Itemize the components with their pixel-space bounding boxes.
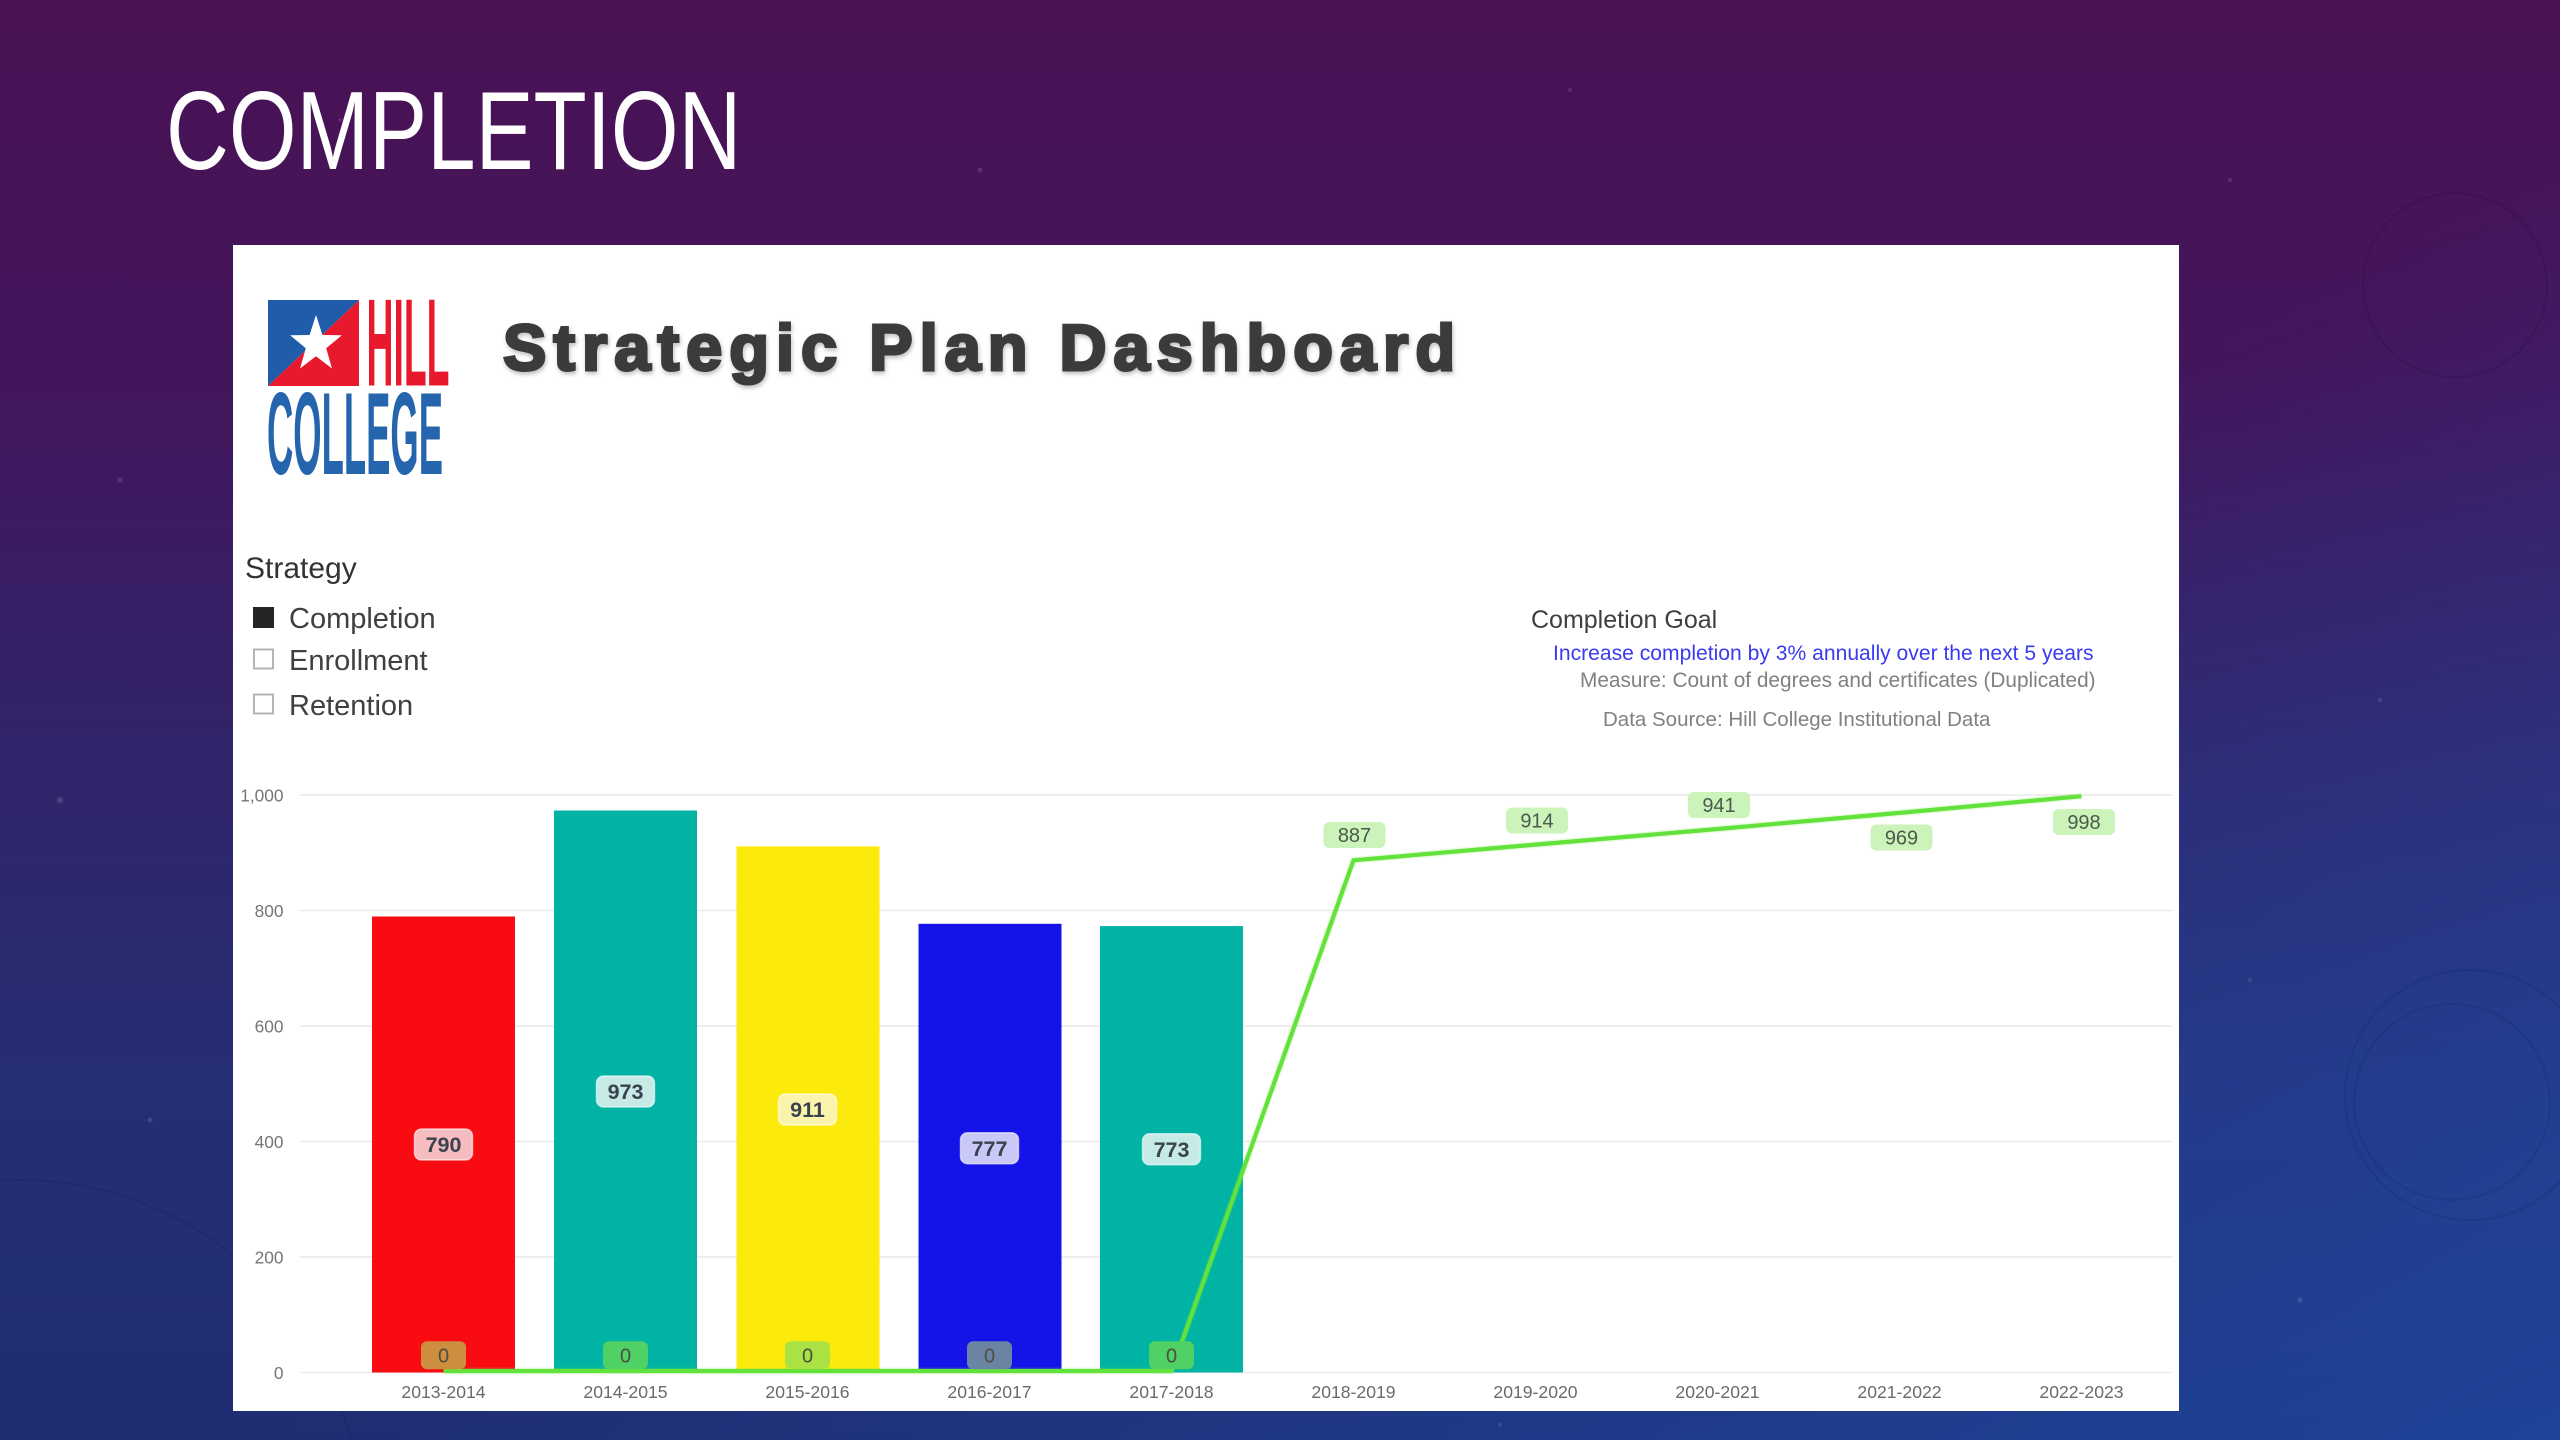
svg-text:969: 969 (1885, 828, 1918, 850)
svg-text:2015-2016: 2015-2016 (765, 1382, 849, 1402)
svg-text:Strategy: Strategy (245, 552, 357, 585)
svg-text:1,000: 1,000 (240, 785, 283, 805)
svg-text:800: 800 (255, 901, 284, 921)
svg-text:Measure: Count of degrees and: Measure: Count of degrees and certificat… (1580, 669, 2096, 692)
svg-text:790: 790 (426, 1133, 462, 1157)
svg-text:998: 998 (2067, 812, 2100, 834)
svg-text:2017-2018: 2017-2018 (1129, 1382, 1213, 1402)
svg-text:0: 0 (274, 1363, 284, 1383)
svg-text:0: 0 (1166, 1345, 1177, 1367)
svg-text:2016-2017: 2016-2017 (947, 1382, 1031, 1402)
svg-text:Completion Goal: Completion Goal (1531, 606, 1717, 634)
svg-text:2013-2014: 2013-2014 (401, 1382, 485, 1402)
svg-text:773: 773 (1154, 1138, 1190, 1162)
svg-text:2014-2015: 2014-2015 (583, 1382, 667, 1402)
svg-text:777: 777 (972, 1137, 1008, 1161)
svg-text:2019-2020: 2019-2020 (1493, 1382, 1577, 1402)
svg-text:Enrollment: Enrollment (289, 645, 428, 677)
svg-text:400: 400 (255, 1132, 284, 1152)
svg-text:Increase completion by 3% annu: Increase completion by 3% annually over … (1553, 642, 2094, 665)
svg-text:914: 914 (1520, 811, 1553, 833)
svg-text:973: 973 (608, 1080, 644, 1104)
svg-text:0: 0 (438, 1345, 449, 1367)
svg-text:2018-2019: 2018-2019 (1311, 1382, 1395, 1402)
svg-text:0: 0 (802, 1345, 813, 1367)
svg-text:2020-2021: 2020-2021 (1675, 1382, 1759, 1402)
svg-text:0: 0 (620, 1345, 631, 1367)
svg-text:COLLEGE: COLLEGE (267, 368, 443, 499)
svg-text:HILL: HILL (367, 275, 450, 413)
svg-text:200: 200 (255, 1247, 284, 1267)
svg-text:600: 600 (255, 1016, 284, 1036)
svg-text:0: 0 (984, 1345, 995, 1367)
svg-text:Data Source: Hill College Inst: Data Source: Hill College Institutional … (1603, 708, 1991, 731)
svg-text:2021-2022: 2021-2022 (1857, 1382, 1941, 1402)
svg-text:941: 941 (1702, 795, 1735, 817)
svg-text:Retention: Retention (289, 690, 413, 722)
svg-text:911: 911 (790, 1098, 825, 1122)
svg-text:887: 887 (1338, 825, 1371, 847)
svg-text:2022-2023: 2022-2023 (2039, 1382, 2123, 1402)
svg-text:Completion: Completion (289, 603, 436, 635)
svg-text:Strategic Plan Dashboard: Strategic Plan Dashboard (503, 311, 1462, 384)
